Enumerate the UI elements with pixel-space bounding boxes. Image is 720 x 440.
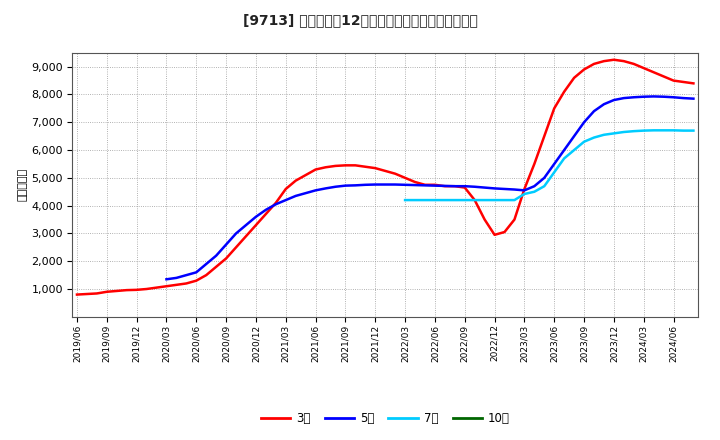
Y-axis label: （百万円）: （百万円） — [17, 168, 27, 202]
Legend: 3年, 5年, 7年, 10年: 3年, 5年, 7年, 10年 — [256, 407, 515, 429]
Text: [9713] 当期純利益12か月移動合計の標準偏差の推移: [9713] 当期純利益12か月移動合計の標準偏差の推移 — [243, 13, 477, 27]
